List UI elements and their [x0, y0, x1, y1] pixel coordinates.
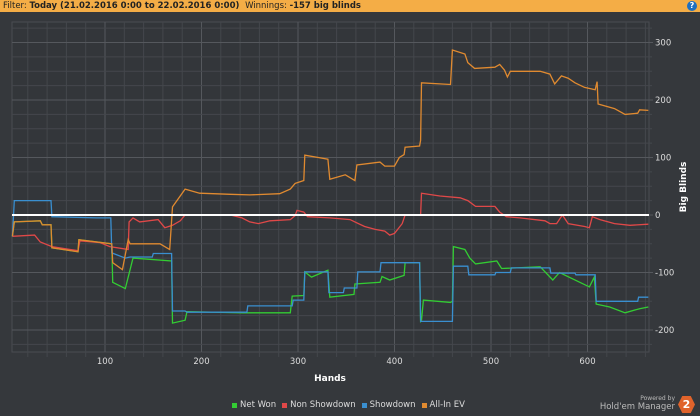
legend-label: Non Showdown [290, 400, 356, 410]
legend-item[interactable]: Non Showdown [282, 400, 356, 410]
filter-label: Filter: [3, 1, 27, 11]
series-line-net-won [11, 220, 649, 324]
series-line-all-in-ev [11, 49, 649, 271]
legend-item[interactable]: Net Won [232, 400, 276, 410]
legend-swatch-icon [232, 402, 237, 408]
legend: Net Won Non Showdown Showdown All-In EV [232, 400, 465, 410]
x-tick-label: 500 [483, 357, 499, 367]
powered-by: Powered by Hold'em Manager [600, 395, 675, 412]
hem2-logo-icon: 2 [678, 396, 695, 413]
series-line-non-showdown [12, 192, 649, 252]
y-tick-label: 300 [655, 39, 671, 49]
legend-swatch-icon [361, 402, 367, 408]
y-axis-label: Big Blinds [679, 162, 689, 213]
x-tick-label: 100 [97, 357, 113, 367]
brand-name: Hold'em Manager [599, 402, 675, 412]
y-tick-label: -200 [655, 326, 674, 336]
y-tick-label: 100 [655, 154, 671, 164]
grid [11, 21, 653, 357]
x-axis-label: Hands [314, 374, 346, 384]
x-tick-label: 200 [193, 357, 209, 367]
legend-swatch-icon [282, 402, 288, 408]
legend-swatch-icon [421, 402, 427, 408]
legend-label: Net Won [240, 400, 277, 410]
filter-bar: Filter: Today (21.02.2016 0:00 to 22.02.… [0, 0, 700, 12]
x-tick-label: 600 [579, 357, 595, 367]
x-tick-label: 300 [290, 357, 306, 367]
question-circle-icon[interactable]: ? [687, 1, 697, 11]
winnings-label: Winnings: [245, 1, 287, 11]
tick-labels: 100 200 300 400 500 600 -200 -100 0 100 200 300 [97, 39, 674, 368]
x-tick-label: 400 [386, 357, 402, 367]
legend-label: Showdown [369, 400, 416, 410]
legend-item[interactable]: Showdown [361, 400, 416, 410]
series-lines [11, 49, 649, 324]
legend-item[interactable]: All-In EV [421, 400, 465, 410]
y-tick-label: 200 [655, 96, 671, 106]
y-tick-label: -100 [655, 269, 674, 279]
y-tick-label: 0 [655, 211, 660, 221]
winnings-value: -157 big blinds [289, 1, 361, 11]
powered-by-label: Powered by [640, 395, 675, 402]
series-line-showdown [11, 199, 649, 323]
filter-value[interactable]: Today (21.02.2016 0:00 to 22.02.2016 0:0… [29, 1, 240, 11]
legend-label: All-In EV [429, 400, 465, 410]
